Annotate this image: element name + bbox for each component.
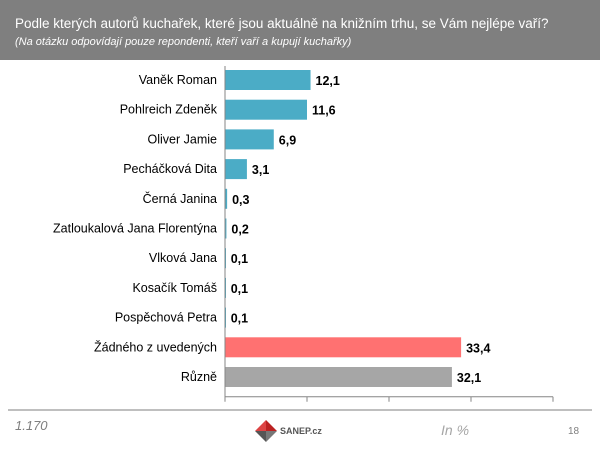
category-label: Pospěchová Petra (115, 311, 217, 325)
value-label: 0,1 (231, 312, 248, 326)
value-label: 6,9 (279, 133, 296, 147)
header: Podle kterých autorů kuchařek, které jso… (0, 0, 600, 60)
bar-chart: Vaněk Roman 12,1 Pohlreich Zdeněk 11,6 Olive… (53, 66, 554, 402)
value-label: 0,3 (232, 193, 249, 207)
logo-text: SANEP.cz (280, 426, 322, 436)
value-label: 12,1 (316, 74, 340, 88)
category-label: Vaněk Roman (139, 73, 217, 87)
value-label: 11,6 (312, 104, 336, 118)
category-label: Kosačík Tomáš (132, 281, 217, 295)
value-label: 32,1 (457, 371, 481, 385)
bar (225, 188, 228, 209)
category-label: Žádného z uvedených (94, 339, 217, 354)
value-label: 0,1 (231, 282, 248, 296)
value-label: 0,1 (231, 252, 248, 266)
bar (225, 99, 307, 120)
category-label: Černá Janina (143, 191, 217, 206)
bar (225, 129, 274, 150)
category-label: Pohlreich Zdeněk (120, 103, 218, 117)
sanep-logo: SANEP.cz (255, 420, 322, 442)
value-label: 0,2 (231, 223, 248, 237)
unit-label: In % (441, 422, 470, 438)
bar (225, 159, 247, 180)
chart-subtitle: (Na otázku odpovídají pouze repondenti, … (15, 36, 352, 48)
bar (225, 218, 227, 239)
sample-size: 1.170 (15, 418, 48, 433)
category-label: Vlková Jana (149, 251, 217, 265)
value-label: 3,1 (252, 163, 269, 177)
category-label: Zatloukalová Jana Florentýna (53, 222, 217, 236)
value-label: 33,4 (466, 341, 490, 355)
footer-divider (8, 409, 592, 411)
chart-title: Podle kterých autorů kuchařek, které jso… (15, 16, 549, 31)
bar (225, 70, 311, 90)
category-label: Oliver Jamie (148, 132, 218, 146)
bar (225, 337, 462, 358)
category-label: Pecháčková Dita (123, 162, 217, 176)
bar (225, 367, 452, 387)
category-label: Různě (181, 370, 217, 384)
logo-icon (255, 420, 277, 442)
page-number: 18 (568, 426, 580, 437)
